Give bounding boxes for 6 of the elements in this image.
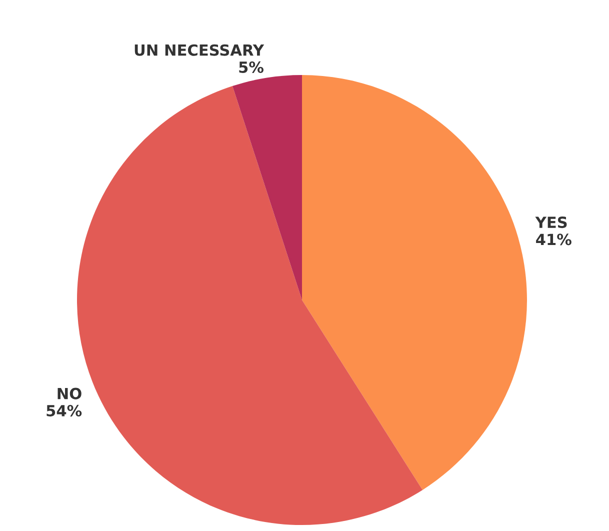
slice-label: UN NECESSARY bbox=[134, 44, 264, 56]
data-label: 5% bbox=[239, 61, 264, 73]
slice-label: YES bbox=[535, 216, 567, 228]
data-label: 41% bbox=[536, 234, 572, 246]
slice-label: NO bbox=[58, 388, 82, 400]
data-label: 54% bbox=[46, 404, 82, 416]
